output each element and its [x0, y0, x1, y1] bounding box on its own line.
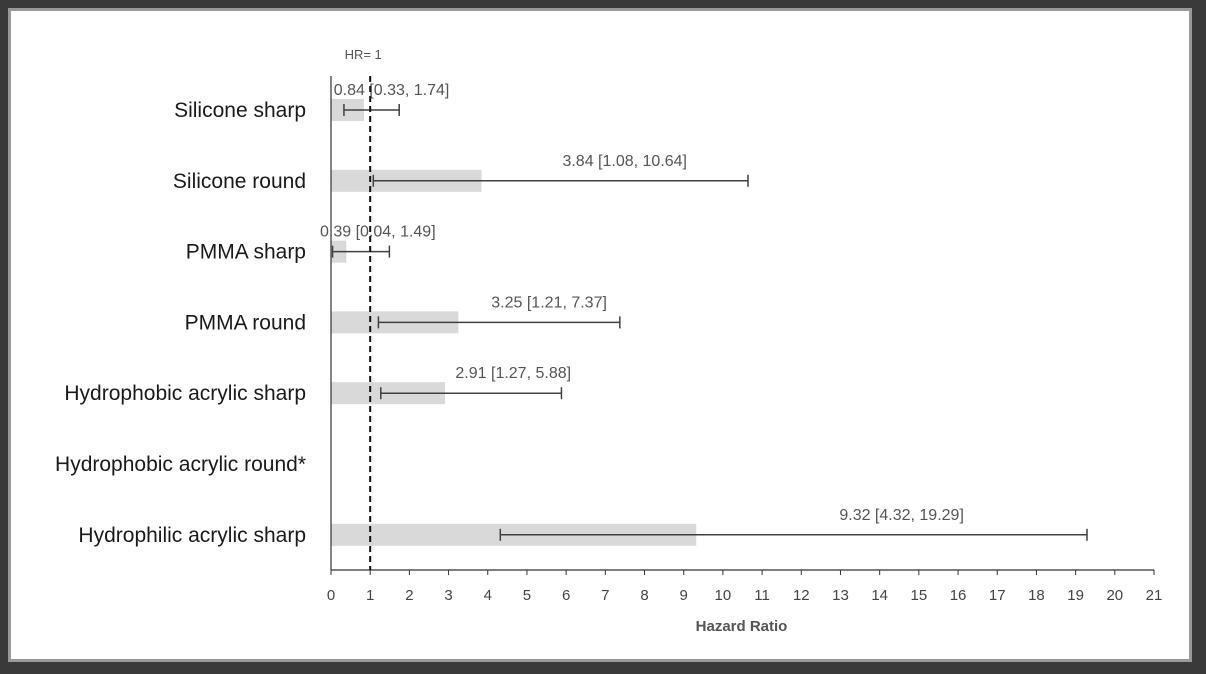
x-tick-label: 12	[793, 587, 810, 604]
x-tick-label: 0	[327, 587, 335, 604]
x-tick-label: 10	[715, 587, 732, 604]
category-label: Hydrophobic acrylic round*	[55, 453, 306, 476]
x-tick-label: 6	[562, 587, 570, 604]
category-label: PMMA sharp	[186, 241, 306, 264]
x-tick-label: 8	[640, 587, 648, 604]
x-tick-label: 11	[754, 587, 770, 604]
category-label: PMMA round	[185, 311, 306, 334]
x-tick-label: 9	[680, 587, 688, 604]
x-tick-label: 20	[1106, 587, 1123, 604]
x-tick-label: 5	[523, 587, 531, 604]
data-label: 9.32 [4.32, 19.29]	[839, 507, 964, 524]
data-label: 2.91 [1.27, 5.88]	[455, 365, 571, 382]
data-label: 3.25 [1.21, 7.37]	[491, 294, 607, 311]
chart-frame	[8, 8, 1192, 662]
category-label: Hydrophobic acrylic sharp	[64, 382, 306, 405]
x-tick-label: 2	[405, 587, 413, 604]
x-tick-label: 15	[911, 587, 928, 604]
category-label: Silicone sharp	[174, 99, 306, 122]
x-tick-label: 21	[1146, 587, 1163, 604]
data-label: 0.84 [0.33, 1.74]	[334, 82, 450, 99]
data-label: 0.39 [0.04, 1.49]	[320, 224, 436, 241]
x-tick-label: 16	[950, 587, 967, 604]
x-tick-label: 7	[601, 587, 609, 604]
x-tick-label: 14	[871, 587, 888, 604]
x-tick-label: 17	[989, 587, 1006, 604]
x-tick-label: 13	[832, 587, 849, 604]
category-label: Hydrophilic acrylic sharp	[78, 524, 306, 547]
x-tick-label: 1	[366, 587, 374, 604]
x-tick-label: 4	[484, 587, 492, 604]
reference-line-label: HR= 1	[345, 47, 382, 62]
x-tick-label: 18	[1028, 587, 1045, 604]
category-label: Silicone round	[173, 170, 306, 193]
x-tick-label: 19	[1067, 587, 1084, 604]
data-label: 3.84 [1.08, 10.64]	[562, 153, 687, 170]
x-tick-label: 3	[444, 587, 452, 604]
x-axis-label: Hazard Ratio	[696, 618, 788, 635]
